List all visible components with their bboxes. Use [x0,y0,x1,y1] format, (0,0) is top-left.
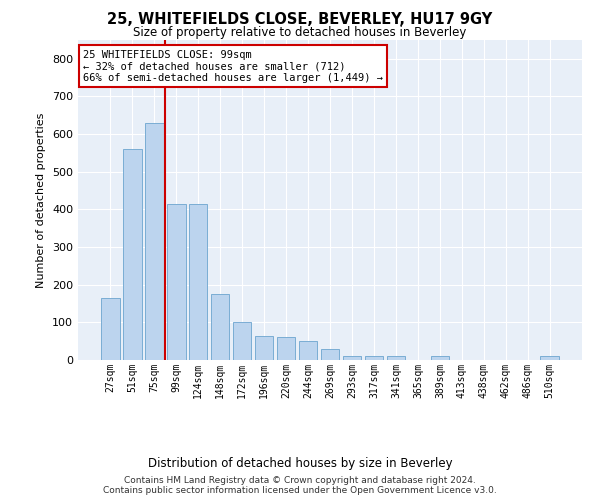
Bar [320,348,340,360]
Bar [189,204,208,360]
Text: Contains HM Land Registry data © Crown copyright and database right 2024.
Contai: Contains HM Land Registry data © Crown c… [103,476,497,495]
Bar [211,294,229,360]
Bar [145,123,164,360]
Bar [233,322,251,360]
Bar [343,356,361,360]
Bar [365,356,383,360]
Bar [431,356,449,360]
Y-axis label: Number of detached properties: Number of detached properties [37,112,46,288]
Bar [167,204,185,360]
Text: 25, WHITEFIELDS CLOSE, BEVERLEY, HU17 9GY: 25, WHITEFIELDS CLOSE, BEVERLEY, HU17 9G… [107,12,493,28]
Bar [386,356,405,360]
Text: Distribution of detached houses by size in Beverley: Distribution of detached houses by size … [148,458,452,470]
Bar [299,341,317,360]
Bar [255,336,274,360]
Bar [541,356,559,360]
Bar [277,338,295,360]
Text: Size of property relative to detached houses in Beverley: Size of property relative to detached ho… [133,26,467,39]
Text: 25 WHITEFIELDS CLOSE: 99sqm
← 32% of detached houses are smaller (712)
66% of se: 25 WHITEFIELDS CLOSE: 99sqm ← 32% of det… [83,50,383,83]
Bar [101,298,119,360]
Bar [123,149,142,360]
